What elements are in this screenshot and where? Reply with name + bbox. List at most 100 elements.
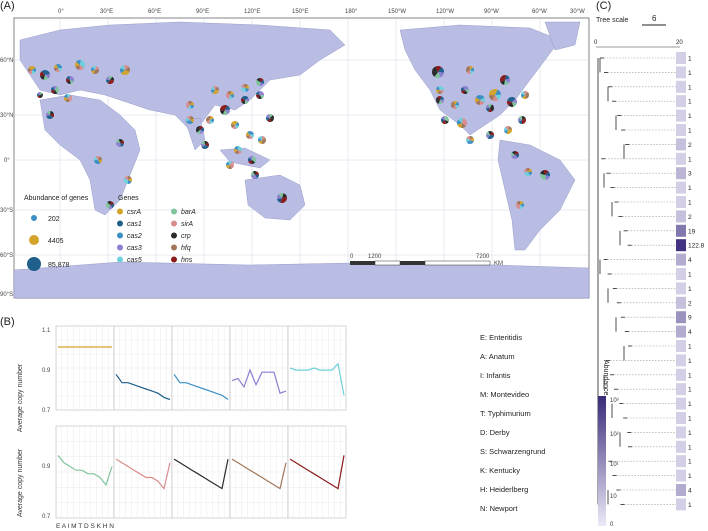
pie-marker <box>195 125 205 134</box>
gene-swatch-hns <box>171 256 177 263</box>
pie-marker <box>500 75 511 86</box>
serotype-7: K: Kentucky <box>480 466 521 475</box>
pie-marker <box>211 85 219 95</box>
abundance-cell-value: 1 <box>688 84 692 91</box>
tree-branches <box>597 57 676 505</box>
abundance-cell-value: 1 <box>688 459 692 466</box>
abundance-cell <box>676 412 686 424</box>
abundance-cell-value: 2 <box>688 300 692 307</box>
lon-tick-5: 150°E <box>292 9 308 15</box>
panel-b-label: (B) <box>0 316 15 328</box>
pie-marker <box>486 104 494 112</box>
pie-marker <box>485 131 494 139</box>
pie-marker <box>540 170 550 180</box>
pie-marker <box>75 60 86 71</box>
abundance-cell-value: 19 <box>688 228 696 235</box>
gene-label-barA: barA <box>181 209 196 216</box>
pie-marker <box>28 66 36 74</box>
pie-marker <box>461 86 469 94</box>
grid-bottom <box>55 425 347 519</box>
scale-label-1: 1200 <box>368 254 382 260</box>
pie-marker <box>524 167 532 176</box>
gene-label-crp: crp <box>181 233 191 240</box>
pie-marker <box>120 65 130 75</box>
pie-marker <box>63 94 72 102</box>
abundance-cell-value: 1 <box>688 430 692 437</box>
abundance-cell <box>676 196 686 208</box>
abundance-cell-value: 1 <box>688 401 692 408</box>
abundance-cell-value: 1 <box>688 156 692 163</box>
series-line-sirA <box>115 458 171 490</box>
gene-swatch-csrA <box>117 208 123 215</box>
lines-bottom <box>57 455 345 490</box>
pie-marker <box>40 70 50 80</box>
serotype-6: S: Schwarzengrund <box>480 447 546 456</box>
lat-tick-3: 30°S <box>0 208 13 214</box>
pie-marker <box>51 85 59 95</box>
abundance-cell <box>676 167 686 180</box>
pie-marker <box>256 90 264 99</box>
abundance-cell <box>676 340 686 352</box>
pie-marker <box>124 176 132 184</box>
abundance-cell <box>676 296 686 309</box>
abundance-cell-value: 1 <box>688 128 692 135</box>
tree-axis-20: 20 <box>676 40 683 46</box>
abundance-cell-value: 1 <box>688 99 692 106</box>
pie-marker <box>511 151 519 159</box>
abundance-cell-value: 1 <box>688 70 692 77</box>
gene-swatch-cas3 <box>117 244 123 251</box>
abundance-cell <box>676 210 686 223</box>
pie-marker <box>457 117 467 128</box>
lon-tick-11: 30°W <box>570 9 585 15</box>
abundance-circle-large <box>27 257 41 271</box>
series-line-crp <box>173 458 229 490</box>
colorbar-tick-2: 10¹ <box>610 462 619 468</box>
top-tick-2: 0.7 <box>42 408 51 414</box>
lat-tick-1: 30°N <box>0 113 13 119</box>
lat-tick-0: 60°N <box>0 58 13 64</box>
top-tick-0: 1.1 <box>42 328 51 334</box>
pie-marker <box>186 116 195 124</box>
lon-tick-8: 120°W <box>436 9 454 15</box>
genes-title: Genes <box>118 195 139 202</box>
bottom-tick-1: 0.7 <box>42 514 51 520</box>
scale-unit: KM <box>494 261 503 267</box>
abundance-cell <box>676 268 686 280</box>
abundance-cell <box>676 239 686 252</box>
abundance-cell <box>676 253 686 266</box>
gene-label-cas3: cas3 <box>127 245 142 252</box>
abundance-cell <box>676 311 686 324</box>
gene-label-hns: hns <box>181 257 193 264</box>
abundance-cell-value: 1 <box>688 502 692 509</box>
abundance-title: Abundance of genes <box>24 195 89 202</box>
abundance-cell <box>676 469 686 482</box>
abundance-cell-value: 1 <box>688 372 692 379</box>
abundance-cell-value: 4 <box>688 488 692 495</box>
abundance-cell <box>676 224 686 237</box>
scale-label-2: 7200 <box>476 254 490 260</box>
abundance-cell <box>676 397 686 410</box>
scale-seg-4 <box>424 260 491 266</box>
scale-seg-3 <box>400 261 425 265</box>
colorbar-tick-1: 10² <box>610 432 619 438</box>
pie-marker <box>251 171 260 179</box>
abundance-cell-value: 1 <box>688 444 692 451</box>
pie-marker <box>432 66 444 78</box>
gene-swatch-sirA <box>171 220 177 227</box>
phylo-tree: Tree scale 6 0 20 11111121311219122.8411… <box>594 14 705 528</box>
lon-tick-2: 60°E <box>148 9 161 15</box>
gene-label-hfq: hfq <box>181 245 191 252</box>
abundance-cell-value: 4 <box>688 329 692 336</box>
abundance-cell-value: 1 <box>688 473 692 480</box>
pie-marker <box>240 96 249 104</box>
pie-marker <box>205 116 214 124</box>
lon-tick-10: 60°W <box>532 9 547 15</box>
lat-tick-5: 90°S <box>0 292 13 298</box>
ylabel-top: Average copy number <box>17 363 24 432</box>
pie-marker <box>441 115 449 125</box>
gene-label-cas1: cas1 <box>127 221 142 228</box>
serotype-8: H: Heiderlberg <box>480 485 529 494</box>
abundance-cell <box>676 484 686 496</box>
pie-marker <box>90 66 99 74</box>
pie-marker <box>466 136 474 144</box>
